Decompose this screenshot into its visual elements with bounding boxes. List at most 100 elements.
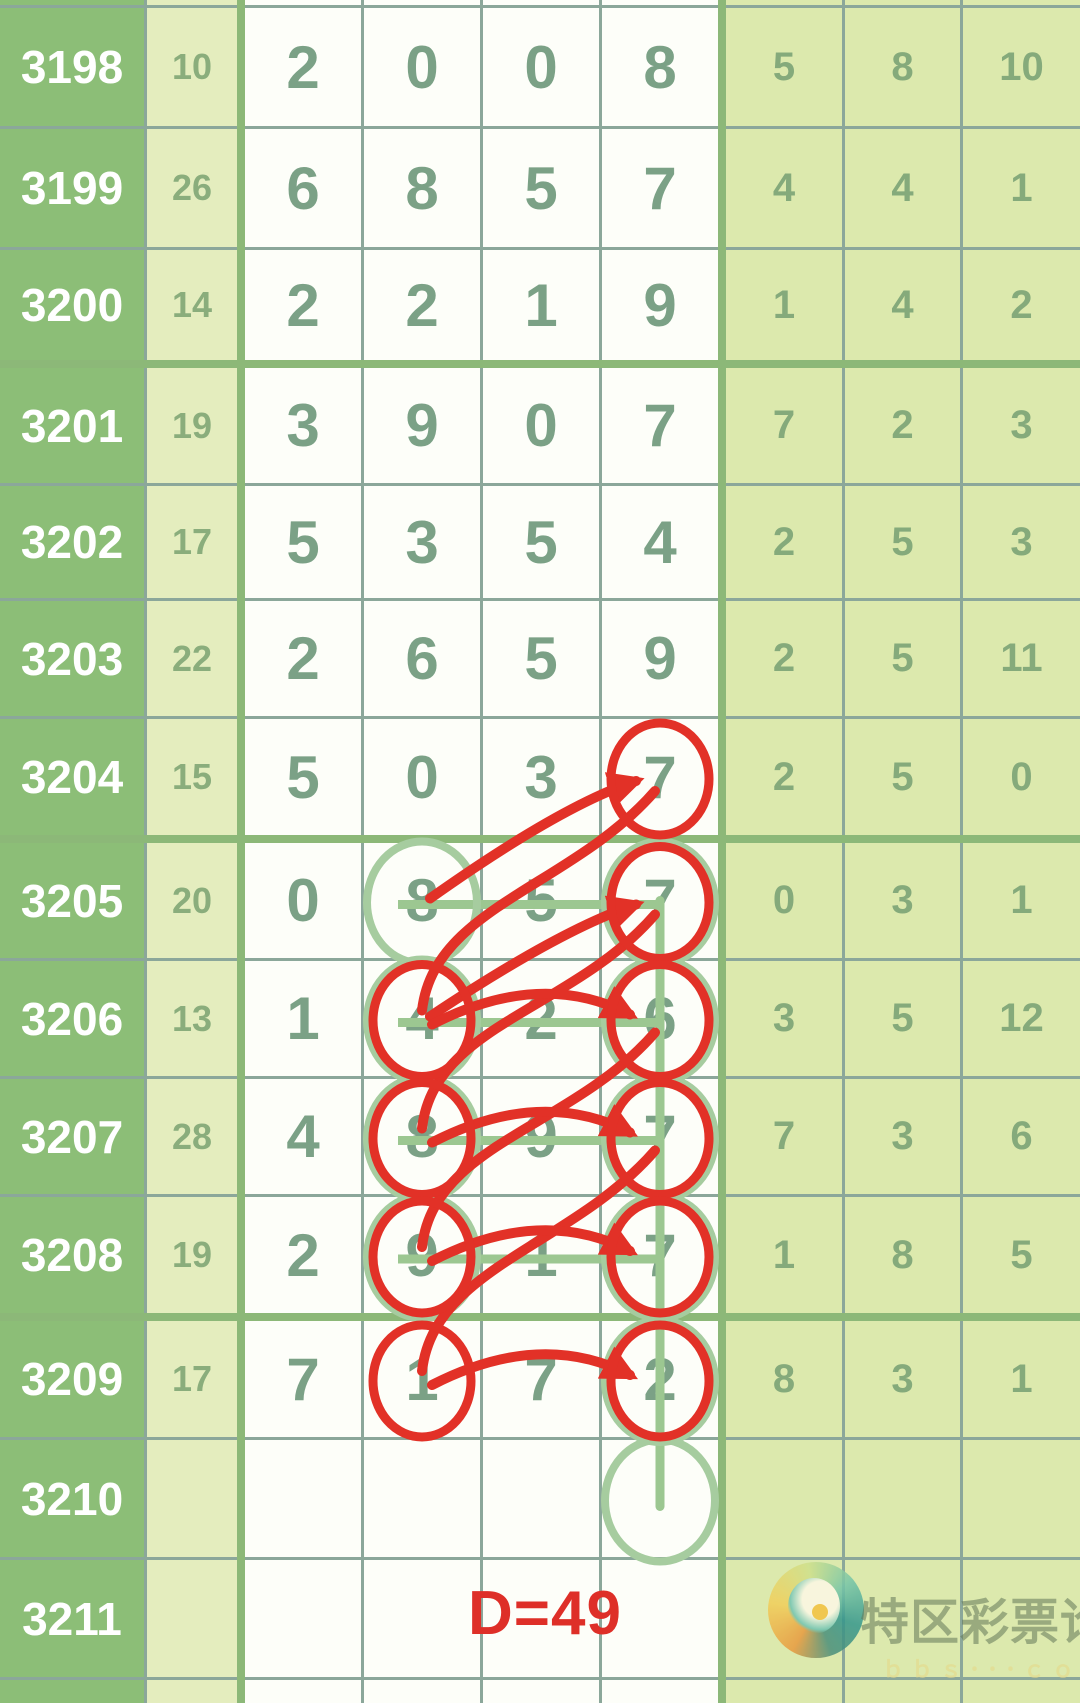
grid-line — [599, 5, 602, 8]
grid-line — [842, 486, 845, 598]
digit-cell: 5 — [483, 129, 599, 247]
digit-cell — [483, 1680, 599, 1703]
period-cell: 3207 — [0, 1079, 144, 1194]
grid-line-thick — [718, 843, 726, 958]
grid-line — [361, 716, 364, 719]
grid-line — [483, 1557, 599, 1560]
grid-line — [237, 958, 245, 961]
grid-line — [144, 1680, 147, 1703]
grid-line-thick — [718, 1079, 726, 1194]
digit-cell: 2 — [483, 961, 599, 1076]
grid-line — [960, 1680, 963, 1703]
grid-line — [144, 486, 147, 598]
grid-line — [842, 368, 845, 483]
grid-line — [245, 958, 361, 961]
grid-line-thick — [718, 360, 726, 368]
grid-line — [237, 598, 245, 601]
grid-line — [960, 716, 963, 719]
grid-line-thick — [364, 1313, 480, 1321]
grid-line — [845, 247, 960, 250]
grid-line — [361, 1076, 364, 1079]
forum-logo-icon — [768, 1562, 864, 1658]
grid-line — [845, 958, 960, 961]
grid-line — [963, 1194, 1080, 1197]
tail-cell: 0 — [963, 719, 1080, 835]
grid-line — [599, 716, 602, 719]
grid-line-thick — [0, 835, 144, 843]
grid-line — [483, 247, 599, 250]
grid-line — [245, 1437, 361, 1440]
grid-line-thick — [361, 360, 364, 368]
grid-line — [0, 958, 144, 961]
grid-line — [245, 1557, 361, 1560]
grid-line — [842, 247, 845, 250]
digit-cell — [602, 0, 718, 5]
grid-line — [963, 483, 1080, 486]
grid-line — [144, 1194, 147, 1197]
grid-line — [237, 716, 245, 719]
grid-line — [361, 1194, 364, 1197]
table-row-3207: 3207 28 4 8 9 7 7 3 6 — [0, 1079, 1080, 1194]
grid-line — [144, 250, 147, 360]
grid-line-thick — [237, 0, 245, 5]
sum-cell: 10 — [147, 8, 237, 126]
grid-line — [483, 483, 599, 486]
grid-line — [483, 716, 599, 719]
tail-cell: 5 — [845, 486, 960, 598]
grid-line — [483, 5, 599, 8]
grid-line-thick — [237, 961, 245, 1076]
grid-line — [480, 8, 483, 126]
grid-line — [718, 1437, 726, 1440]
grid-line — [144, 961, 147, 1076]
grid-line — [842, 1440, 845, 1557]
tail-cell: 10 — [963, 8, 1080, 126]
grid-line — [960, 5, 963, 8]
grid-line-thick — [237, 1197, 245, 1313]
grid-line — [0, 1437, 144, 1440]
grid-line — [718, 1557, 726, 1560]
tail-cell — [845, 1560, 960, 1677]
digit-cell: 0 — [483, 8, 599, 126]
sum-cell: 26 — [147, 129, 237, 247]
grid-line — [144, 843, 147, 958]
grid-line — [726, 1437, 842, 1440]
digit-cell — [364, 1680, 480, 1703]
digit-cell: 8 — [602, 8, 718, 126]
grid-line — [718, 598, 726, 601]
digit-cell — [364, 1440, 480, 1557]
table-row-3201: 3201 19 3 9 0 7 7 2 3 — [0, 368, 1080, 483]
grid-line — [599, 250, 602, 360]
grid-line — [237, 1437, 245, 1440]
grid-line — [845, 126, 960, 129]
grid-line — [845, 1437, 960, 1440]
grid-line — [144, 247, 147, 250]
grid-line — [0, 1557, 144, 1560]
grid-line — [845, 5, 960, 8]
row-border — [0, 5, 1080, 8]
tail-cell: 2 — [726, 601, 842, 716]
grid-line — [842, 961, 845, 1076]
row-border — [0, 716, 1080, 719]
grid-line — [480, 486, 483, 598]
digit-cell: 2 — [245, 1197, 361, 1313]
table-row-3200: 3200 14 2 2 1 9 1 4 2 — [0, 250, 1080, 360]
grid-line — [237, 1677, 245, 1680]
grid-line-thick — [361, 835, 364, 843]
grid-line — [599, 1560, 602, 1677]
grid-line — [483, 598, 599, 601]
grid-line — [361, 129, 364, 247]
period-cell: 3209 — [0, 1321, 144, 1437]
grid-line — [845, 716, 960, 719]
table-row-3209: 3209 17 7 1 7 2 8 3 1 — [0, 1321, 1080, 1437]
grid-line — [842, 1677, 845, 1680]
grid-line — [361, 601, 364, 716]
grid-line — [842, 1076, 845, 1079]
grid-line-thick — [144, 835, 147, 843]
grid-line — [237, 126, 245, 129]
grid-line-thick — [364, 360, 480, 368]
digit-cell — [483, 1560, 599, 1677]
grid-line — [144, 1440, 147, 1557]
digit-cell: 0 — [364, 8, 480, 126]
tail-cell — [963, 1680, 1080, 1703]
